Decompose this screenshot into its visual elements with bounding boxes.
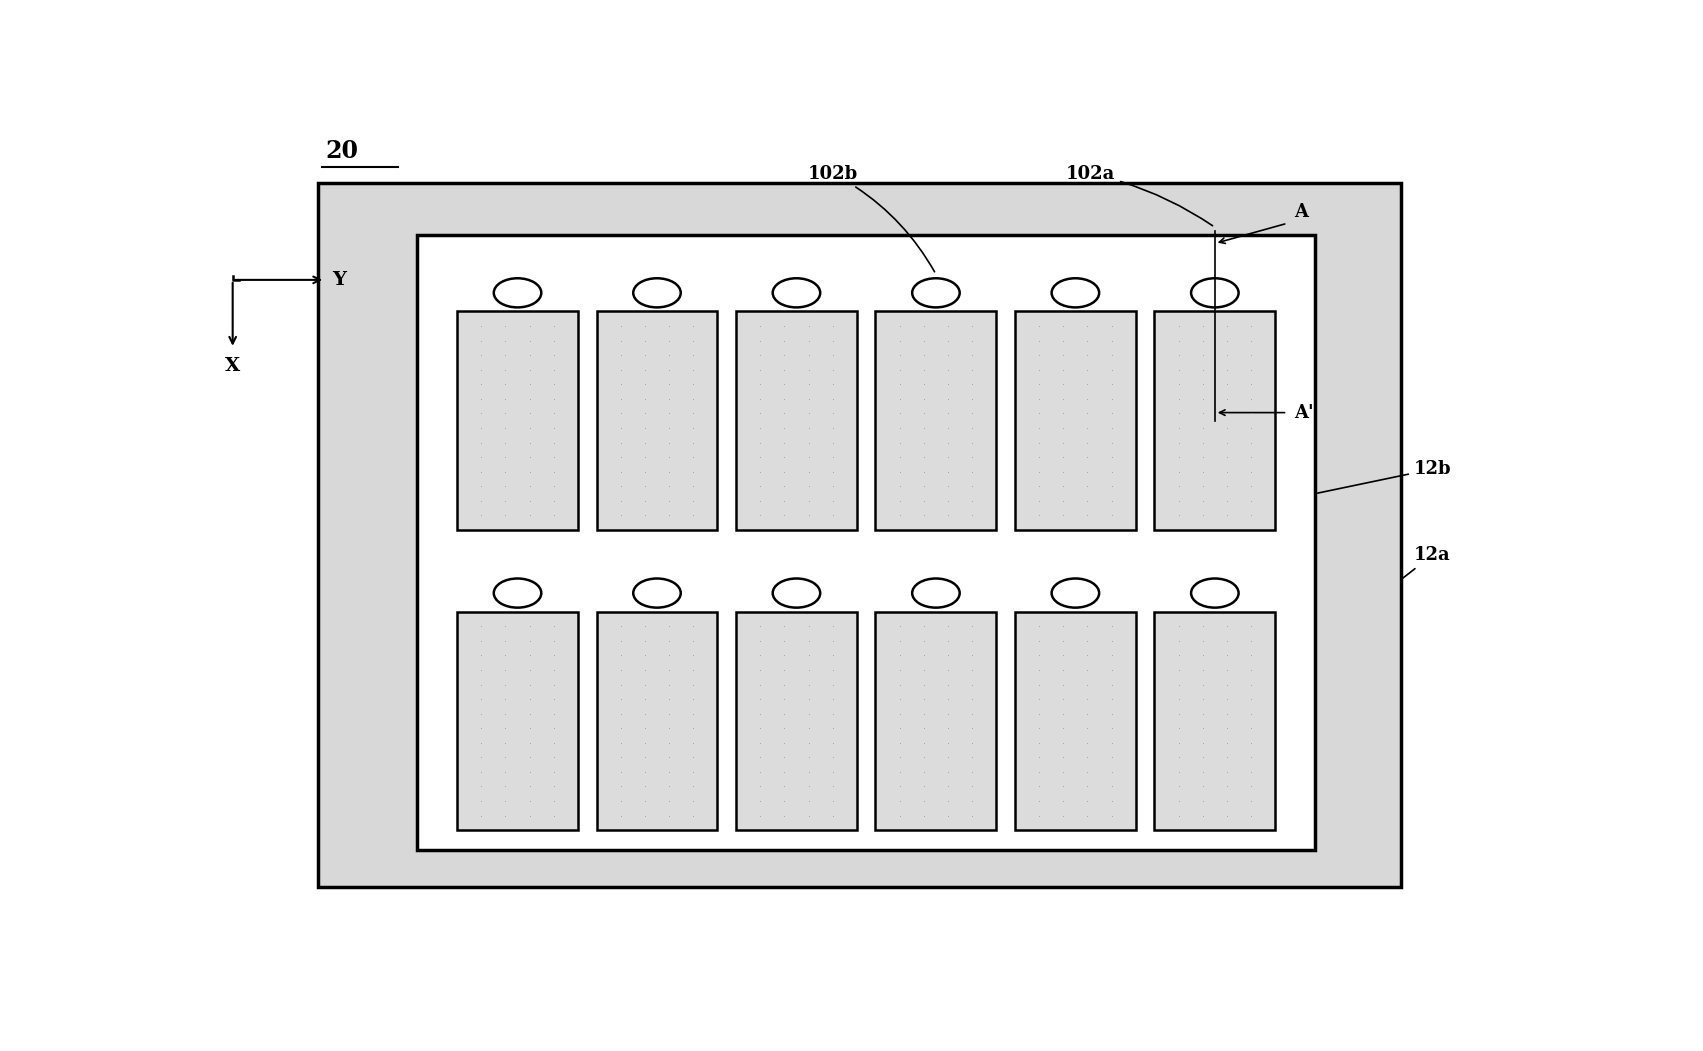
Text: 20: 20 <box>325 139 358 163</box>
Text: 102b: 102b <box>807 165 935 272</box>
Text: X: X <box>225 356 240 375</box>
Text: 102a: 102a <box>1066 165 1213 226</box>
Bar <box>736 311 857 530</box>
Bar <box>456 311 577 530</box>
Bar <box>1155 311 1276 530</box>
Bar <box>1015 311 1136 530</box>
Bar <box>596 612 717 830</box>
Bar <box>456 612 577 830</box>
Text: A: A <box>1294 203 1308 221</box>
Bar <box>736 612 857 830</box>
Bar <box>1015 612 1136 830</box>
Bar <box>1155 612 1276 830</box>
Bar <box>318 183 1400 887</box>
Text: 12a: 12a <box>1403 547 1451 578</box>
Bar <box>875 612 996 830</box>
Bar <box>596 311 717 530</box>
Text: Y: Y <box>332 271 346 289</box>
Text: 12b: 12b <box>1318 460 1451 493</box>
Bar <box>875 311 996 530</box>
Bar <box>417 235 1315 850</box>
Text: A': A' <box>1294 404 1313 421</box>
